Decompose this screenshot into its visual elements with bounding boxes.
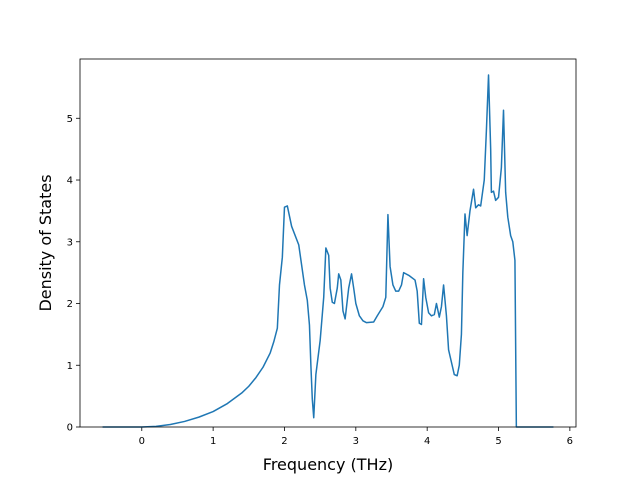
x-tick-label: 3: [353, 436, 359, 447]
y-tick-label: 0: [67, 423, 73, 434]
x-tick-label: 5: [495, 436, 501, 447]
y-tick-label: 1: [67, 361, 73, 372]
x-tick-label: 6: [567, 436, 573, 447]
x-axis-label: Frequency (THz): [263, 455, 393, 474]
x-tick-label: 4: [424, 436, 430, 447]
y-tick-label: 2: [67, 299, 73, 310]
plot-frame: [79, 58, 577, 428]
y-tick-label: 3: [67, 237, 73, 248]
x-tick-label: 1: [210, 436, 216, 447]
x-tick-label: 0: [139, 436, 145, 447]
y-tick-label: 4: [67, 176, 73, 187]
y-axis-label: Density of States: [36, 174, 55, 311]
x-tick-label: 2: [281, 436, 287, 447]
line: [102, 74, 554, 428]
y-tick-label: 5: [67, 114, 73, 125]
